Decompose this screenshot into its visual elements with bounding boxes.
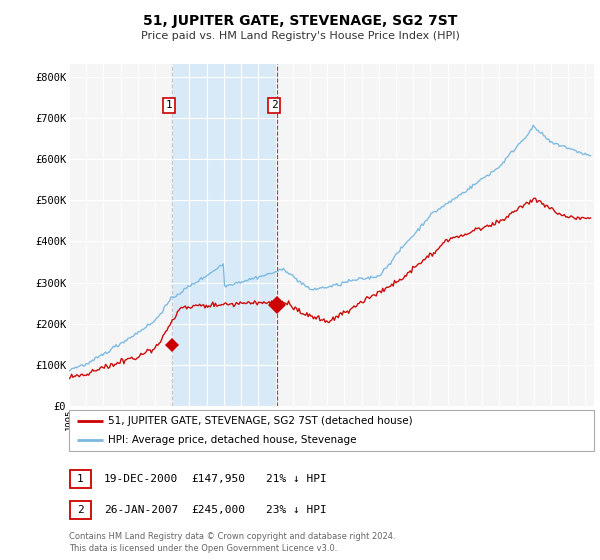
Text: 2: 2 — [77, 505, 84, 515]
FancyBboxPatch shape — [70, 470, 91, 488]
Text: 19-DEC-2000: 19-DEC-2000 — [104, 474, 178, 484]
FancyBboxPatch shape — [70, 501, 91, 519]
Text: 1: 1 — [77, 474, 84, 484]
Text: 51, JUPITER GATE, STEVENAGE, SG2 7ST (detached house): 51, JUPITER GATE, STEVENAGE, SG2 7ST (de… — [109, 417, 413, 426]
Text: 1: 1 — [166, 100, 173, 110]
Text: 23% ↓ HPI: 23% ↓ HPI — [266, 505, 326, 515]
Text: 51, JUPITER GATE, STEVENAGE, SG2 7ST: 51, JUPITER GATE, STEVENAGE, SG2 7ST — [143, 14, 457, 28]
Text: 26-JAN-2007: 26-JAN-2007 — [104, 505, 178, 515]
Text: HPI: Average price, detached house, Stevenage: HPI: Average price, detached house, Stev… — [109, 435, 357, 445]
Bar — [172, 64, 277, 406]
Text: Price paid vs. HM Land Registry's House Price Index (HPI): Price paid vs. HM Land Registry's House … — [140, 31, 460, 41]
Text: £245,000: £245,000 — [191, 505, 245, 515]
Text: £147,950: £147,950 — [191, 474, 245, 484]
Text: Contains HM Land Registry data © Crown copyright and database right 2024.
This d: Contains HM Land Registry data © Crown c… — [69, 533, 395, 553]
FancyBboxPatch shape — [69, 410, 594, 451]
Text: 21% ↓ HPI: 21% ↓ HPI — [266, 474, 326, 484]
Text: 2: 2 — [271, 100, 278, 110]
